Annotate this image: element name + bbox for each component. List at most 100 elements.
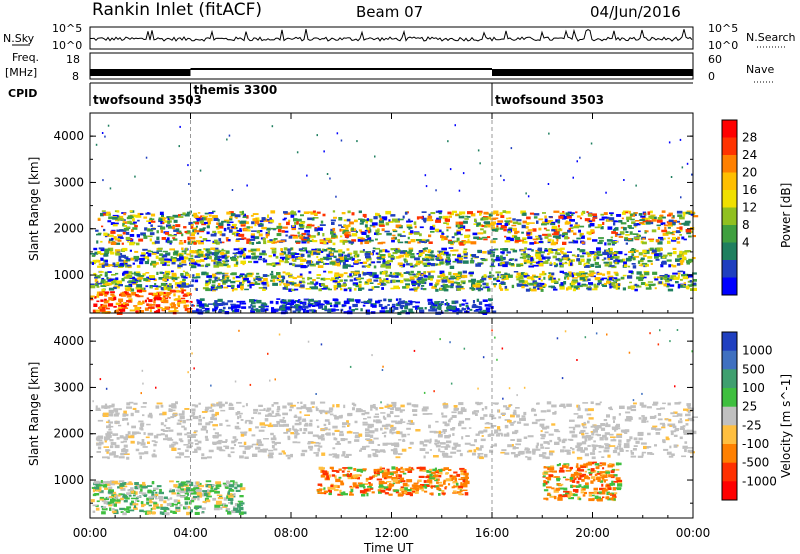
data-cell	[653, 283, 656, 286]
data-cell	[404, 310, 407, 312]
data-cell	[151, 306, 155, 309]
data-cell	[127, 240, 130, 243]
data-cell	[176, 422, 182, 425]
data-cell	[441, 233, 445, 235]
data-cell	[124, 437, 128, 441]
data-cell	[118, 408, 122, 411]
data-cell	[124, 256, 129, 259]
data-cell	[110, 222, 115, 225]
data-cell	[584, 408, 589, 412]
data-cell	[538, 454, 544, 457]
data-cell	[442, 215, 449, 220]
data-cell	[559, 212, 566, 215]
data-cell	[512, 249, 518, 253]
data-cell	[549, 276, 553, 280]
data-cell	[338, 253, 342, 256]
data-cell	[252, 213, 259, 215]
data-cell	[318, 409, 325, 413]
data-cell	[669, 445, 672, 449]
data-cell	[441, 238, 445, 241]
data-cell	[600, 427, 606, 431]
data-cell	[586, 258, 591, 262]
data-cell	[258, 429, 265, 432]
data-cell	[288, 273, 293, 278]
data-cell	[189, 300, 193, 304]
data-cell	[412, 306, 416, 308]
data-cell	[165, 287, 172, 289]
data-cell	[354, 255, 359, 258]
data-cell	[179, 256, 184, 260]
data-cell	[251, 305, 256, 308]
data-cell	[104, 280, 109, 284]
data-cell	[123, 227, 129, 231]
data-cell	[174, 282, 180, 286]
data-cell	[360, 237, 365, 240]
data-cell	[246, 226, 250, 229]
data-cell	[303, 281, 306, 284]
data-cell	[375, 229, 380, 233]
data-cell	[398, 255, 402, 259]
data-cell	[635, 440, 640, 444]
data-cell	[517, 274, 524, 277]
data-cell	[630, 451, 634, 455]
data-cell	[449, 168, 452, 171]
data-cell	[95, 143, 98, 146]
data-cell	[406, 211, 409, 214]
data-cell	[93, 272, 97, 275]
data-cell	[355, 300, 360, 304]
data-cell	[196, 218, 201, 221]
data-cell	[562, 211, 565, 215]
data-cell	[245, 255, 251, 259]
data-cell	[572, 451, 575, 454]
data-cell	[243, 213, 246, 217]
data-cell	[111, 237, 114, 241]
data-cell	[654, 415, 657, 418]
data-cell	[161, 237, 166, 240]
data-cell	[98, 271, 104, 273]
data-cell	[583, 264, 586, 267]
data-cell	[472, 304, 477, 306]
data-cell	[103, 253, 109, 257]
data-cell	[628, 227, 634, 229]
data-cell	[517, 283, 523, 287]
data-cell	[97, 232, 102, 235]
data-cell	[474, 285, 481, 288]
data-cell	[160, 222, 165, 225]
data-cell	[402, 440, 406, 442]
data-cell	[218, 250, 222, 253]
data-cell	[228, 211, 234, 215]
data-cell	[532, 286, 537, 289]
data-cell	[516, 438, 522, 442]
data-cell	[447, 305, 452, 308]
data-cell	[212, 273, 217, 277]
data-cell	[134, 306, 141, 310]
data-cell	[346, 431, 353, 434]
data-cell	[103, 446, 109, 448]
data-cell	[231, 226, 234, 229]
data-cell	[487, 251, 492, 255]
data-cell	[172, 415, 177, 417]
data-cell	[184, 456, 190, 458]
data-cell	[562, 446, 566, 449]
data-cell	[366, 227, 370, 231]
data-cell	[300, 253, 305, 257]
data-cell	[685, 423, 689, 426]
data-cell	[404, 211, 408, 215]
data-cell	[294, 300, 300, 302]
data-cell	[386, 403, 389, 406]
data-cell	[164, 232, 170, 235]
data-cell	[488, 213, 493, 217]
data-cell	[120, 294, 126, 297]
data-cell	[651, 219, 657, 222]
data-cell	[333, 304, 339, 308]
data-cell	[183, 276, 188, 279]
data-cell	[216, 442, 222, 445]
data-cell	[597, 224, 602, 227]
data-cell	[150, 262, 154, 266]
data-cell	[609, 261, 613, 265]
data-cell	[247, 280, 251, 284]
data-cell	[217, 219, 220, 222]
data-cell	[361, 412, 365, 416]
data-cell	[548, 216, 553, 218]
data-cell	[122, 417, 129, 421]
